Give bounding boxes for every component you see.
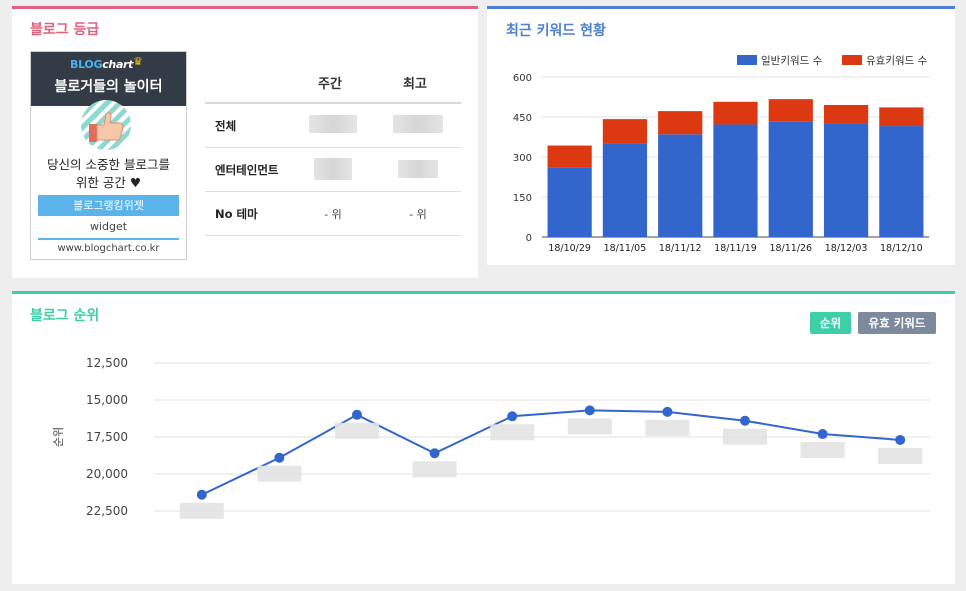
x-tick-label: 18/10/29 [548, 243, 591, 254]
x-tick-label: 18/11/05 [604, 243, 647, 254]
rank-point [662, 406, 673, 417]
grade-table: 주간 최고 전체 엔터테인먼트 No 테마 - 위 - 위 [205, 61, 461, 236]
rank-point [274, 452, 285, 463]
bar-general [658, 134, 703, 237]
col-weekly: 주간 [318, 77, 342, 92]
weekly-rank [303, 158, 363, 183]
row-label: 전체 [215, 119, 237, 133]
y-tick-label: 150 [513, 193, 532, 204]
blog-rank-panel: 블로그 순위 순위 유효 키워드 12,500 15,000 17,500 20,00… [12, 291, 955, 584]
bar-valid [713, 101, 758, 125]
panel-title: 최근 키워드 현황 [506, 23, 606, 39]
rank-point [507, 411, 518, 422]
bar-valid [658, 111, 703, 135]
widget-sub-label: widget [89, 220, 128, 233]
x-tick-label: 18/11/19 [714, 243, 757, 254]
rank-line-chart: 12,500 15,000 17,500 20,000 22,500 순위 [52, 356, 930, 519]
rank-toggle-button[interactable]: 순위 [810, 312, 851, 334]
y-tick-label: 450 [513, 113, 532, 124]
widget-slogan: 블로거들의 놀이터 [54, 79, 163, 95]
legend-swatch [737, 55, 757, 65]
legend-item-general: 일반키워드 수 [737, 53, 822, 68]
panel-title: 블로그 순위 [30, 308, 100, 324]
bar-general [823, 123, 869, 237]
y-tick-label: 600 [513, 73, 532, 84]
keyword-bar-chart: 0 150 300 450 600 18/10/29 18/11/05 18/11/12 18/… [513, 73, 929, 254]
bar-valid [602, 119, 648, 144]
crown-icon: ♛ [133, 55, 143, 68]
obscured-point-label [335, 422, 379, 439]
row-label: 엔터테인먼트 [215, 163, 279, 177]
rank-point [584, 405, 595, 416]
widget-description: 당신의 소중한 블로그를 위한 공간 ♥ [47, 157, 170, 190]
y-tick-label: 17,500 [86, 430, 128, 444]
valid-keyword-toggle-button[interactable]: 유효 키워드 [858, 312, 936, 334]
rank-point [740, 415, 750, 426]
y-tick-label: 0 [526, 233, 532, 244]
y-tick-label: 300 [513, 153, 532, 164]
y-tick-label: 22,500 [86, 504, 128, 518]
x-tick-label: 18/11/12 [659, 243, 702, 254]
x-tick-label: 18/12/10 [880, 243, 923, 254]
bar-general [768, 121, 813, 237]
widget-banner: BLOGchart ♛ 블로거들의 놀이터 [31, 52, 186, 106]
blog-grade-panel: 블로그 등급 BLOGchart ♛ 블로거들의 놀이터 당신의 소중한 블로그… [12, 6, 478, 278]
obscured-point-label [567, 418, 612, 435]
y-tick-label: 15,000 [86, 393, 128, 407]
rank-point [196, 489, 207, 500]
obscured-point-label [878, 447, 923, 464]
legend-item-valid: 유효키워드 수 [842, 53, 927, 68]
obscured-point-label [179, 502, 224, 519]
table-header: 주간 최고 [205, 61, 461, 104]
bar-valid [879, 107, 924, 127]
bar-valid [823, 105, 869, 124]
widget-ranking-button[interactable]: 블로그랭킹위젯 [38, 195, 179, 216]
obscured-point-label [645, 419, 690, 436]
bar-valid [547, 145, 592, 168]
bar-valid [768, 99, 813, 122]
obscured-point-label [723, 428, 767, 445]
col-best: 최고 [403, 77, 427, 92]
obscured-point-label [257, 465, 302, 482]
rank-point [895, 434, 906, 445]
y-tick-label: 20,000 [86, 467, 128, 481]
rank-point [352, 409, 362, 420]
bar-general [713, 124, 758, 237]
obscured-point-label [490, 424, 535, 441]
y-tick-label: 12,500 [86, 356, 128, 370]
best-rank: - 위 [409, 208, 427, 221]
panel-title: 블로그 등급 [30, 22, 100, 38]
blogchart-widget[interactable]: BLOGchart ♛ 블로거들의 놀이터 당신의 소중한 블로그를 위한 공간… [30, 51, 187, 260]
x-tick-label: 18/11/26 [769, 243, 812, 254]
divider [38, 238, 179, 240]
obscured-point-label [412, 461, 457, 478]
widget-logo: BLOGchart [70, 58, 134, 71]
rank-point [817, 429, 828, 440]
obscured-point-label [800, 442, 845, 459]
table-row: 엔터테인먼트 [205, 148, 461, 192]
weekly-rank [303, 115, 363, 136]
table-row: No 테마 - 위 - 위 [205, 192, 461, 236]
best-rank [388, 160, 448, 181]
bar-general [547, 167, 592, 237]
y-axis-label: 순위 [52, 427, 65, 447]
rank-series-line [201, 409, 901, 496]
weekly-rank: - 위 [324, 208, 342, 221]
table-row: 전체 [205, 104, 461, 148]
keyword-status-panel: 최근 키워드 현황 일반키워드 수 유효키워드 수 0 150 300 450 600 1… [487, 6, 955, 265]
x-tick-label: 18/12/03 [825, 243, 868, 254]
rank-point [429, 448, 440, 459]
widget-url[interactable]: www.blogchart.co.kr [57, 243, 160, 254]
row-label: No 테마 [215, 207, 258, 221]
legend-swatch [842, 55, 862, 65]
bar-general [879, 126, 924, 237]
best-rank [388, 115, 448, 136]
thumbs-up-icon [81, 100, 131, 150]
bar-general [602, 143, 648, 237]
